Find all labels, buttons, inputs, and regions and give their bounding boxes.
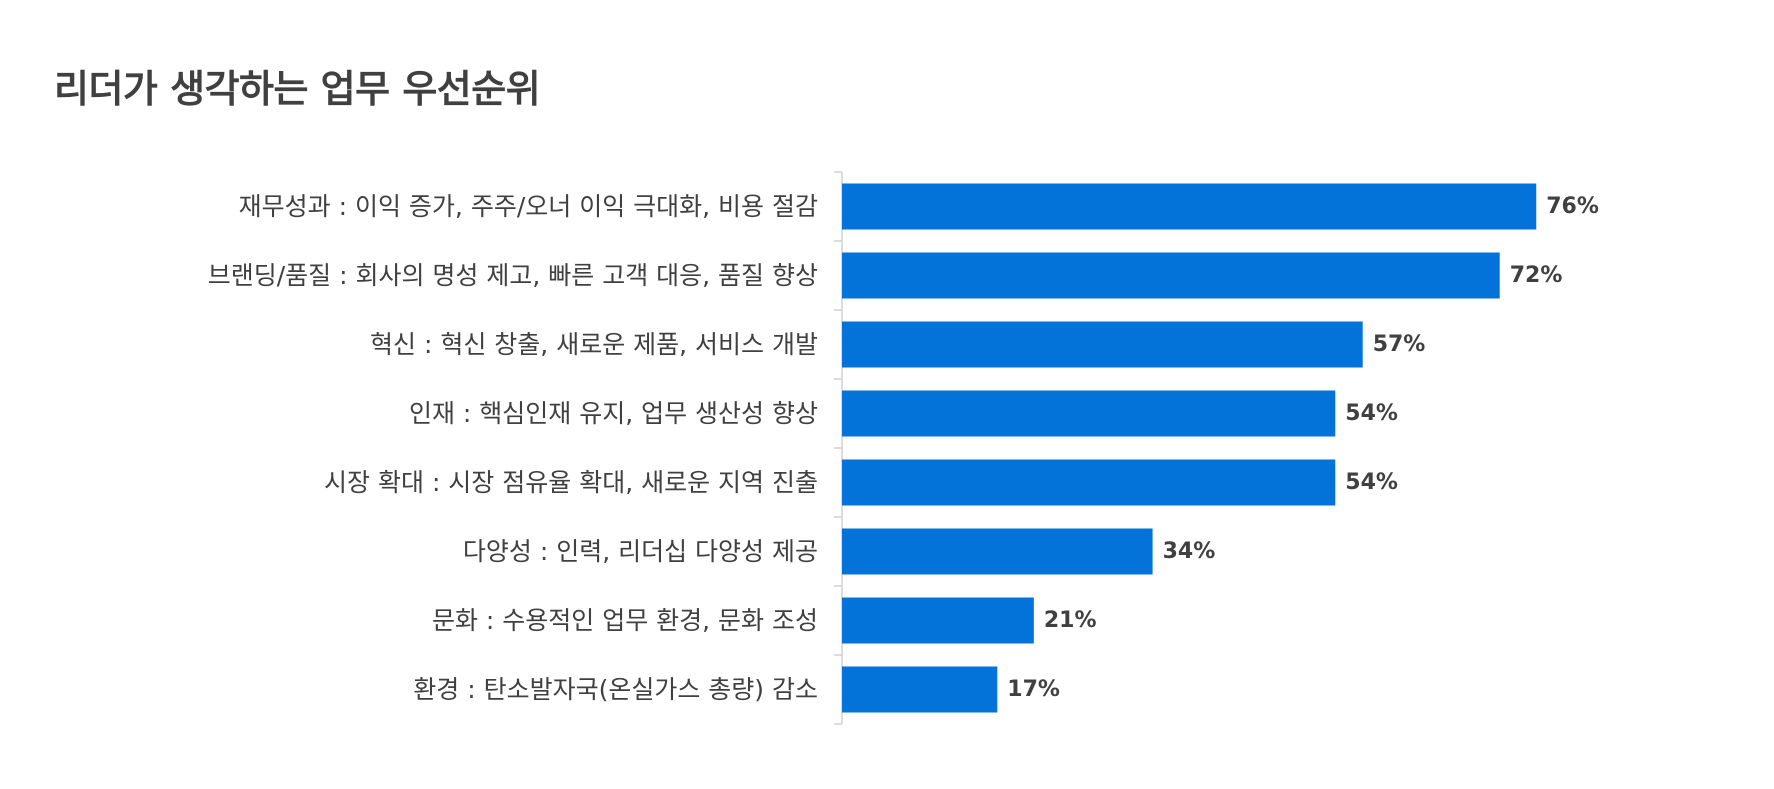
chart-title: 리더가 생각하는 업무 우선순위 — [54, 67, 541, 111]
category-label: 시장 확대 : 시장 점유율 확대, 새로운 지역 진출 — [324, 468, 818, 497]
value-label: 34% — [1163, 539, 1216, 564]
category-label: 재무성과 : 이익 증가, 주주/오너 이익 극대화, 비용 절감 — [239, 192, 818, 221]
category-label: 인재 : 핵심인재 유지, 업무 생산성 향상 — [409, 399, 818, 428]
value-label: 57% — [1373, 332, 1426, 357]
category-label: 브랜딩/품질 : 회사의 명성 제고, 빠른 고객 대응, 품질 향상 — [208, 261, 818, 290]
bar — [842, 183, 1537, 230]
bar — [842, 666, 998, 713]
value-label: 72% — [1510, 263, 1563, 288]
axis-layer — [834, 171, 843, 725]
category-label: 다양성 : 인력, 리더십 다양성 제공 — [463, 537, 818, 566]
bar — [842, 252, 1500, 299]
value-label: 54% — [1345, 401, 1398, 426]
labels-layer: 재무성과 : 이익 증가, 주주/오너 이익 극대화, 비용 절감 76% 브랜딩/… — [208, 192, 1599, 704]
bars-layer — [842, 183, 1537, 713]
value-label: 21% — [1044, 608, 1097, 633]
bar — [842, 321, 1363, 368]
bar — [842, 597, 1034, 644]
category-label: 혁신 : 혁신 창출, 새로운 제품, 서비스 개발 — [370, 330, 818, 359]
value-label: 76% — [1546, 194, 1599, 219]
value-label: 54% — [1345, 470, 1398, 495]
value-label: 17% — [1007, 677, 1060, 702]
bar — [842, 390, 1336, 437]
category-label: 환경 : 탄소발자국(온실가스 총량) 감소 — [413, 675, 818, 704]
bar — [842, 459, 1336, 506]
category-label: 문화 : 수용적인 업무 환경, 문화 조성 — [432, 606, 818, 635]
bar — [842, 528, 1153, 575]
